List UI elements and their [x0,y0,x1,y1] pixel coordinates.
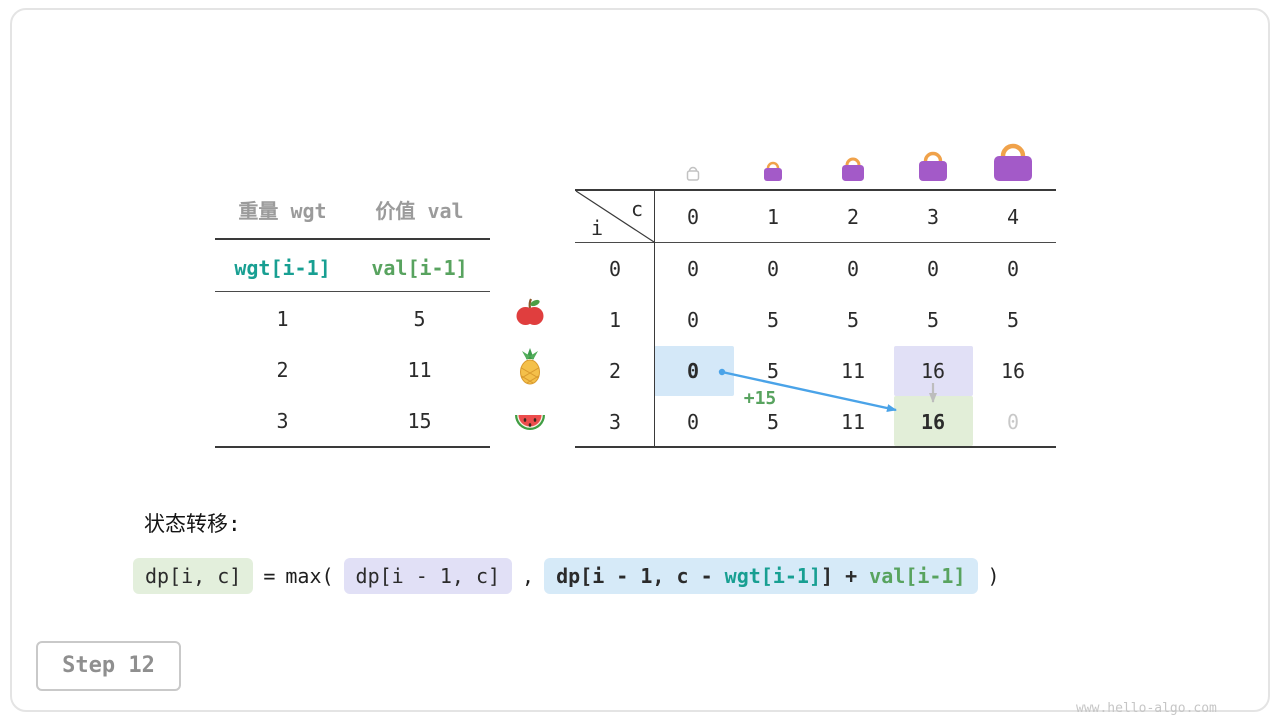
item-row-1-wgt: 1 [276,307,289,331]
items-table-rule-bottom [215,446,490,448]
formula-arg2: dp[i - 1, c - wgt[i-1]] + val[i-1] [544,558,978,594]
dp-cell-0-0: 0 [686,257,700,281]
dp-rule-header [575,242,1056,243]
formula-close-paren: ) [987,564,1000,588]
items-table-rule-mid [215,291,490,292]
figure-card [10,8,1270,712]
dp-cell-3-1: 5 [766,410,780,434]
value-add-annotation: +15 [743,388,777,409]
dp-col-header-1: 1 [766,205,780,229]
dp-cell-2-0: 0 [686,359,700,383]
formula-arg2-prefix: dp[i - 1, c - [556,564,725,588]
dp-row-header-1: 1 [608,308,622,332]
dp-cell-3-0: 0 [686,410,700,434]
dp-cell-0-3: 0 [926,257,940,281]
dp-rule-top [575,189,1056,191]
items-table-rule-top [215,238,490,240]
formula-equals: = [263,564,276,588]
dp-cell-3-2: 11 [840,410,866,434]
formula-arg2-val: val[i-1] [869,564,966,588]
bag-capacity-1-icon [764,161,782,181]
item-row-2-val: 11 [407,358,432,382]
bag-capacity-2-icon [842,157,864,181]
item-row-1-val: 5 [413,307,426,331]
formula-arg2-wgt: wgt[i-1] [724,564,821,588]
dp-col-header-4: 4 [1006,205,1020,229]
dp-cell-1-1: 5 [766,308,780,332]
bag-capacity-3-icon [919,151,947,181]
dp-cell-1-0: 0 [686,308,700,332]
formula-comma: , [522,564,535,588]
formula-max-open: max( [285,564,334,588]
dp-cell-2-3: 16 [920,359,946,383]
watermelon-icon [515,415,545,430]
bag-capacity-4-icon [994,143,1032,181]
dp-col-header-2: 2 [846,205,860,229]
formula-arg1: dp[i - 1, c] [343,558,513,594]
items-var-wgt: wgt[i-1] [234,256,331,280]
dp-col-header-0: 0 [686,205,700,229]
item-row-3-wgt: 3 [276,409,289,433]
item-row-2-wgt: 2 [276,358,289,382]
items-header-value: 价值 val [375,199,464,223]
dp-rule-vertical [654,189,655,448]
dp-cell-2-2: 11 [840,359,866,383]
dp-cell-3-4: 0 [1006,410,1020,434]
apple-icon [516,298,544,325]
state-transition-label: 状态转移: [144,512,241,536]
dp-cell-1-2: 5 [846,308,860,332]
dp-cell-1-3: 5 [926,308,940,332]
watermark: www.hello-algo.com [1076,701,1217,716]
dp-cell-0-2: 0 [846,257,860,281]
dp-cell-2-1: 5 [766,359,780,383]
dp-cell-3-3: 16 [920,410,946,434]
dp-cell-2-4: 16 [1000,359,1026,383]
dp-corner-row-var: i [590,216,604,240]
dp-col-header-3: 3 [926,205,940,229]
dp-cell-0-4: 0 [1006,257,1020,281]
dp-cell-0-1: 0 [766,257,780,281]
formula-arg2-infix: ] + [821,564,870,588]
formula-lhs: dp[i, c] [133,558,254,594]
highlight-cell-i3-c3 [894,396,973,446]
dp-row-header-2: 2 [608,359,622,383]
dp-rule-bottom [575,446,1056,448]
dp-row-header-3: 3 [608,410,622,434]
dp-corner-col-var: c [630,197,644,221]
state-transition-formula: dp[i, c] = max( dp[i - 1, c] , dp[i - 1,… [133,558,1000,594]
step-badge: Step 12 [36,641,181,691]
pineapple-icon [520,348,540,385]
items-header-weight: 重量 wgt [238,199,327,223]
item-row-3-val: 15 [407,409,432,433]
dp-row-header-0: 0 [608,257,622,281]
dp-cell-1-4: 5 [1006,308,1020,332]
items-var-val: val[i-1] [371,256,468,280]
bag-capacity-0-icon [686,166,700,181]
